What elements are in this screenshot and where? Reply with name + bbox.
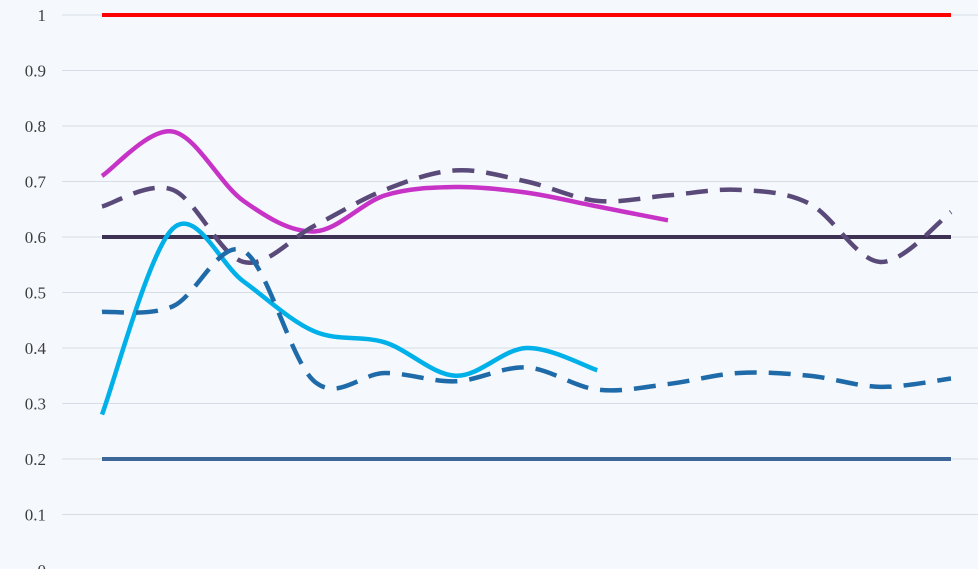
y-tick-label: 0.9 <box>25 62 46 81</box>
y-axis-tick-labels: 0 0.1 0.2 0.3 0.4 0.5 0.6 0.7 0.8 0.9 1 <box>25 6 47 569</box>
y-tick-label: 0 <box>38 561 47 569</box>
series-magenta-line <box>100 129 669 234</box>
y-tick-label: 0.1 <box>25 506 46 525</box>
y-tick-label: 0.2 <box>25 450 46 469</box>
y-tick-label: 0.3 <box>25 395 46 414</box>
y-tick-label: 1 <box>38 6 47 25</box>
gridlines <box>62 14 978 515</box>
y-tick-label: 0.7 <box>25 173 47 192</box>
y-tick-label: 0.6 <box>25 228 46 247</box>
series-blue-dashed <box>101 246 952 393</box>
y-tick-label: 0.8 <box>25 117 46 136</box>
series-cyan-line <box>99 221 598 416</box>
series-lines <box>99 13 953 461</box>
y-tick-label: 0.4 <box>25 339 47 358</box>
y-tick-label: 0.5 <box>25 284 46 303</box>
series-purple-dashed <box>101 167 953 265</box>
